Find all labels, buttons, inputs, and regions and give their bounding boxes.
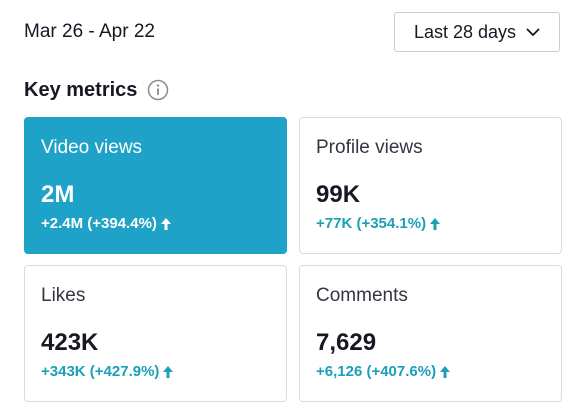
metric-change: +77K (+354.1%) xyxy=(316,215,441,233)
arrow-up-icon xyxy=(440,366,451,378)
metric-change: +343K (+427.9%) xyxy=(41,363,174,381)
period-select[interactable]: Last 28 days xyxy=(394,12,560,52)
metric-change-text: +77K (+354.1%) xyxy=(316,215,427,232)
metric-value: 2M xyxy=(41,181,75,208)
metric-value: 423K xyxy=(41,329,99,356)
metric-card-comments[interactable]: Comments 7,629 +6,126 (+407.6%) xyxy=(299,265,562,402)
section-title: Key metrics xyxy=(24,79,138,101)
metric-value: 7,629 xyxy=(316,329,377,356)
metric-change: +6,126 (+407.6%) xyxy=(316,363,451,381)
metric-card-video-views[interactable]: Video views 2M +2.4M (+394.4%) xyxy=(24,117,287,254)
metric-change-text: +6,126 (+407.6%) xyxy=(316,363,437,380)
arrow-up-icon xyxy=(160,218,171,230)
metric-label: Comments xyxy=(316,285,408,306)
period-select-value: Last 28 days xyxy=(413,21,517,42)
info-icon[interactable] xyxy=(147,79,169,101)
metric-change-text: +343K (+427.9%) xyxy=(41,363,160,380)
arrow-up-icon xyxy=(430,218,441,230)
metric-card-profile-views[interactable]: Profile views 99K +77K (+354.1%) xyxy=(299,117,562,254)
metric-label: Video views xyxy=(41,137,143,158)
chevron-down-icon xyxy=(526,28,540,37)
metric-value: 99K xyxy=(316,181,361,208)
date-range: Mar 26 - Apr 22 xyxy=(24,21,155,42)
section-header: Key metrics xyxy=(24,78,169,102)
metric-card-likes[interactable]: Likes 423K +343K (+427.9%) xyxy=(24,265,287,402)
metric-change-text: +2.4M (+394.4%) xyxy=(41,215,157,232)
arrow-up-icon xyxy=(163,366,174,378)
metric-label: Likes xyxy=(41,285,86,306)
metric-label: Profile views xyxy=(316,137,423,158)
metric-change: +2.4M (+394.4%) xyxy=(41,215,171,233)
